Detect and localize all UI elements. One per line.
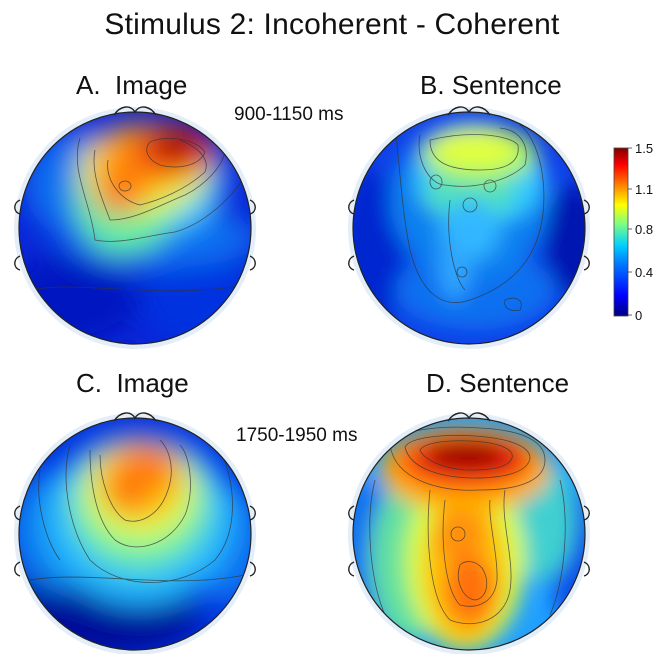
panel-b-label: B. Sentence [420,70,562,101]
colorbar-tick-5: 0 [635,308,643,323]
panel-a-letter: A. [76,70,101,100]
topomap-panel-d [348,412,590,654]
panel-b-name: Sentence [451,70,562,100]
time-window-1: 900-1150 ms [234,104,344,125]
topomap-panel-b [348,106,590,349]
panel-a-label: A. Image [76,70,187,101]
topomap-panel-c [14,412,256,654]
panel-c-name: Image [116,368,189,398]
panel-c-letter: C. [76,368,102,398]
colorbar-tick-3: 0.8 [635,222,654,237]
panel-c-label: C. Image [76,368,189,399]
time-window-2: 1750-1950 ms [236,425,358,446]
panel-d-label: D. Sentence [426,368,569,399]
colorbar [613,147,632,317]
panel-d-letter: D. [426,368,452,398]
figure-title: Stimulus 2: Incoherent - Coherent [104,8,560,41]
topomap-panel-a [14,106,256,349]
colorbar-tick-4: 0.4 [635,265,654,280]
panel-b-letter: B. [420,70,445,100]
colorbar-gradient [613,147,629,317]
panel-d-name: Sentence [459,368,570,398]
colorbar-tick-1: 1.5 [635,141,654,156]
panel-a-name: Image [115,70,188,100]
colorbar-tick-2: 1.1 [635,182,654,197]
